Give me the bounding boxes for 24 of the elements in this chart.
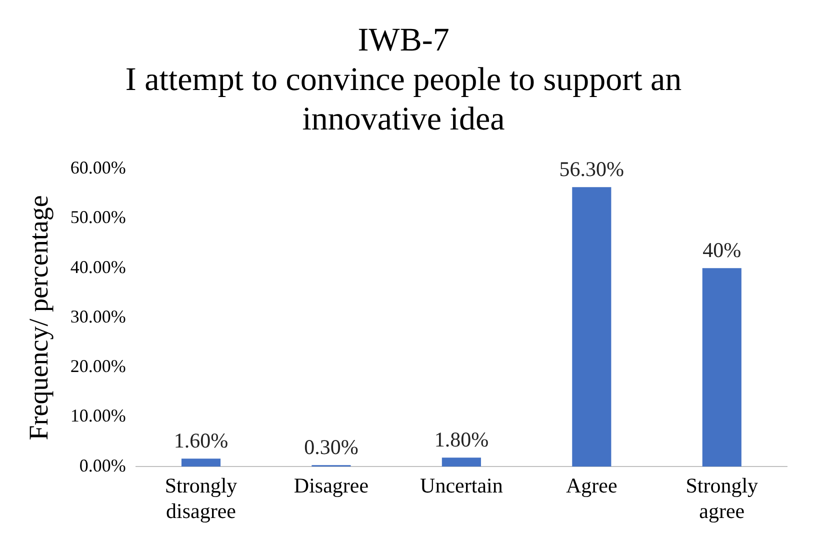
y-tick-label: 0.00% bbox=[79, 455, 126, 476]
y-axis-title: Frequency/ percentage bbox=[23, 195, 54, 440]
data-label: 40% bbox=[702, 238, 742, 262]
chart-subtitle: I attempt to convince people to support an innovative idea bbox=[125, 62, 682, 138]
data-label: 1.60% bbox=[174, 428, 228, 453]
y-tick-label: 20.00% bbox=[70, 356, 126, 376]
x-tick-label: Strongly agree bbox=[686, 474, 759, 523]
data-label: 56.30% bbox=[559, 157, 624, 182]
bar bbox=[442, 458, 481, 467]
y-tick-label: 40.00% bbox=[70, 256, 126, 277]
bar bbox=[181, 458, 221, 467]
x-tick-label: Uncertain bbox=[420, 474, 504, 498]
data-label: 1.80% bbox=[434, 428, 489, 452]
x-tick-label: Strongly disagree bbox=[164, 474, 238, 523]
data-label: 0.30% bbox=[304, 435, 358, 460]
y-tick-label: 60.00% bbox=[70, 158, 126, 178]
y-tick-label: 30.00% bbox=[70, 306, 126, 326]
y-tick-label: 10.00% bbox=[70, 406, 126, 426]
x-tick-label: Agree bbox=[566, 474, 618, 498]
chart-title: IWB-7 bbox=[358, 22, 450, 58]
y-tick-label: 50.00% bbox=[70, 207, 126, 228]
bar bbox=[702, 268, 742, 467]
bar bbox=[572, 187, 612, 467]
x-tick-label: Disagree bbox=[294, 474, 369, 498]
